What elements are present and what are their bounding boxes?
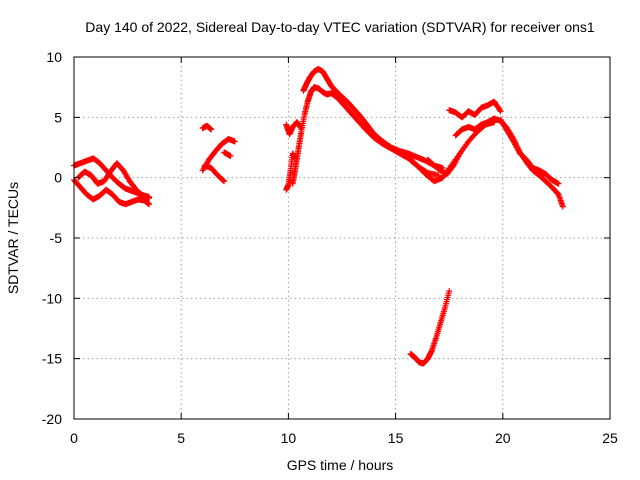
gridlines bbox=[74, 57, 610, 419]
series-arc-n bbox=[446, 98, 504, 121]
series-arc-b bbox=[71, 177, 153, 208]
series-arc-g bbox=[221, 149, 234, 159]
y-tick-labels: -20 -15 -10 -5 0 5 10 bbox=[42, 49, 62, 427]
axis-ticks bbox=[73, 56, 611, 420]
data-point bbox=[497, 108, 504, 115]
y-axis-label: SDTVAR / TECUs bbox=[5, 182, 21, 294]
series-arc-k bbox=[300, 66, 446, 172]
y-tick-label: -15 bbox=[42, 351, 62, 367]
x-tick-label: 20 bbox=[495, 430, 511, 446]
data-point bbox=[496, 107, 503, 114]
data-point bbox=[555, 180, 562, 187]
data-point bbox=[208, 126, 215, 133]
y-tick-label: 0 bbox=[54, 170, 62, 186]
x-tick-labels: 0 5 10 15 20 25 bbox=[70, 430, 618, 446]
x-tick-label: 0 bbox=[70, 430, 78, 446]
data-point bbox=[146, 195, 153, 202]
series-arc-p bbox=[497, 116, 562, 187]
series-arc-q bbox=[407, 288, 453, 367]
x-tick-label: 5 bbox=[177, 430, 185, 446]
data-point bbox=[220, 177, 227, 184]
data-point bbox=[221, 178, 228, 185]
y-tick-label: -10 bbox=[42, 290, 62, 306]
series-arc-j bbox=[289, 84, 442, 187]
y-tick-label: -5 bbox=[50, 230, 63, 246]
y-tick-label: 10 bbox=[46, 49, 62, 65]
x-tick-label: 15 bbox=[388, 430, 404, 446]
series-arc-f bbox=[201, 162, 228, 185]
data-point bbox=[146, 201, 153, 208]
data-point bbox=[227, 152, 234, 159]
x-tick-label: 10 bbox=[281, 430, 297, 446]
x-tick-label: 25 bbox=[602, 430, 618, 446]
x-axis-label: GPS time / hours bbox=[287, 457, 394, 473]
data-point bbox=[446, 288, 453, 295]
series-arc-l bbox=[405, 119, 498, 185]
y-tick-label: -20 bbox=[42, 411, 62, 427]
chart-title: Day 140 of 2022, Sidereal Day-to-day VTE… bbox=[85, 19, 595, 35]
data-point bbox=[559, 203, 566, 210]
series-arc-c bbox=[75, 160, 153, 202]
data-point bbox=[231, 138, 238, 145]
series-arc-d bbox=[199, 122, 215, 133]
data-points bbox=[71, 66, 566, 367]
y-tick-label: 5 bbox=[54, 109, 62, 125]
data-point bbox=[456, 150, 463, 157]
series-arc-m bbox=[424, 150, 463, 178]
